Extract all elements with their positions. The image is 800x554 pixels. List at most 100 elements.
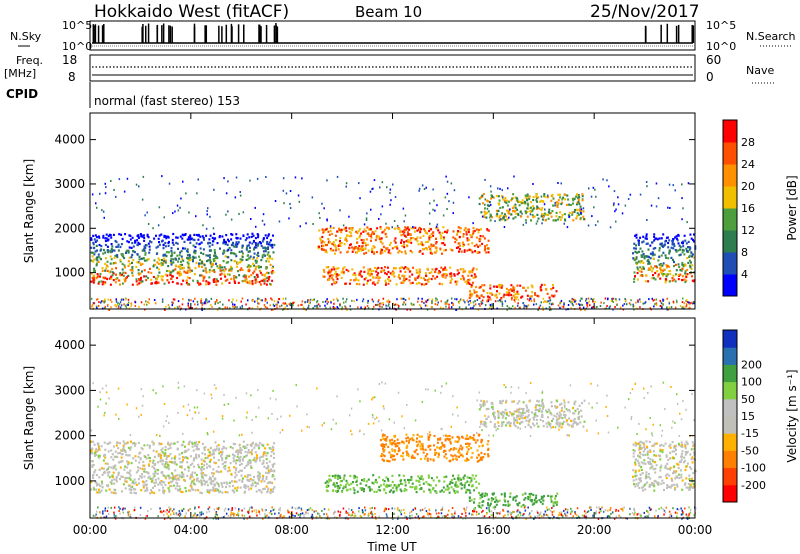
range-cell bbox=[213, 259, 215, 263]
range-cell bbox=[653, 253, 656, 256]
ground-cell bbox=[682, 297, 684, 300]
range-cell bbox=[524, 289, 527, 292]
sparse-cell bbox=[472, 222, 474, 225]
range-cell bbox=[191, 480, 194, 483]
range-cell bbox=[183, 267, 185, 270]
range-cell bbox=[240, 448, 243, 451]
range-cell bbox=[345, 229, 348, 232]
range-cell bbox=[143, 464, 146, 467]
range-cell bbox=[391, 448, 394, 451]
sparse-cell bbox=[261, 219, 264, 222]
ground-cell bbox=[315, 305, 318, 308]
sparse-cell bbox=[507, 187, 509, 190]
range-cell bbox=[108, 270, 111, 273]
range-cell bbox=[230, 267, 233, 270]
range-cell bbox=[407, 454, 410, 458]
range-cell bbox=[382, 230, 385, 233]
range-cell bbox=[504, 417, 507, 420]
range-cell bbox=[247, 460, 250, 463]
range-cell bbox=[348, 483, 351, 487]
range-cell bbox=[167, 244, 170, 247]
range-cell bbox=[576, 208, 579, 211]
range-cell bbox=[518, 200, 521, 203]
nsky-label: N.Sky bbox=[10, 30, 42, 43]
range-cell bbox=[229, 446, 232, 449]
range-cell bbox=[527, 286, 529, 289]
ground-cell bbox=[123, 303, 125, 306]
range-cell bbox=[658, 247, 661, 250]
range-cell bbox=[472, 233, 474, 236]
range-cell bbox=[487, 453, 490, 456]
range-cell bbox=[476, 456, 479, 459]
sparse-cell bbox=[674, 189, 676, 192]
range-cell bbox=[205, 474, 208, 477]
range-cell bbox=[457, 439, 460, 443]
range-cell bbox=[250, 484, 253, 487]
sparse-cell bbox=[645, 181, 648, 183]
range-cell bbox=[147, 463, 150, 466]
range-cell bbox=[165, 255, 168, 258]
range-cell bbox=[188, 253, 191, 256]
range-cell bbox=[530, 206, 532, 209]
range-cell bbox=[635, 236, 638, 239]
range-cell bbox=[415, 479, 418, 482]
range-cell bbox=[378, 238, 381, 241]
range-cell bbox=[138, 242, 141, 246]
range-cell bbox=[424, 448, 427, 451]
range-cell bbox=[437, 455, 440, 459]
range-cell bbox=[445, 457, 448, 460]
range-cell bbox=[246, 281, 249, 284]
range-cell bbox=[221, 485, 224, 488]
range-cell bbox=[235, 241, 238, 244]
range-cell bbox=[142, 257, 145, 260]
range-cell bbox=[172, 261, 175, 264]
sparse-cell bbox=[587, 224, 590, 227]
range-cell bbox=[547, 408, 550, 411]
range-cell bbox=[355, 277, 358, 280]
range-cell bbox=[169, 446, 172, 449]
range-cell bbox=[162, 492, 165, 495]
range-cell bbox=[659, 263, 662, 266]
ground-cell bbox=[585, 299, 587, 302]
range-cell bbox=[251, 484, 254, 487]
range-cell bbox=[143, 470, 146, 473]
range-cell bbox=[333, 268, 336, 271]
sparse-cell bbox=[372, 187, 374, 190]
sparse-cell bbox=[105, 186, 107, 189]
range-cell bbox=[401, 440, 404, 444]
range-cell bbox=[674, 263, 677, 266]
range-cell bbox=[248, 459, 251, 462]
range-cell bbox=[239, 269, 242, 272]
range-cell bbox=[429, 448, 432, 451]
range-cell bbox=[641, 274, 644, 278]
range-cell bbox=[212, 280, 215, 283]
range-cell bbox=[482, 456, 485, 459]
range-cell bbox=[403, 276, 406, 279]
range-cell bbox=[261, 462, 264, 465]
range-cell bbox=[383, 228, 386, 231]
range-cell bbox=[686, 257, 689, 260]
range-cell bbox=[268, 471, 271, 474]
range-cell bbox=[213, 456, 215, 459]
range-cell bbox=[122, 440, 125, 443]
range-cell bbox=[681, 275, 684, 278]
range-cell bbox=[139, 263, 142, 266]
ground-cell bbox=[437, 301, 439, 304]
range-cell bbox=[491, 216, 493, 219]
ground-cell bbox=[231, 301, 233, 304]
range-cell bbox=[270, 468, 273, 471]
ground-cell bbox=[97, 298, 99, 301]
range-cell bbox=[215, 448, 218, 451]
range-cell bbox=[331, 475, 334, 478]
ground-cell bbox=[662, 298, 664, 301]
range-cell bbox=[345, 479, 348, 482]
range-cell bbox=[100, 445, 103, 448]
range-cell bbox=[484, 212, 487, 215]
range-cell bbox=[405, 240, 408, 243]
range-cell bbox=[116, 254, 119, 257]
range-cell bbox=[400, 239, 403, 242]
range-cell bbox=[138, 258, 141, 261]
range-cell bbox=[92, 486, 95, 489]
range-cell bbox=[466, 239, 469, 242]
range-cell bbox=[236, 459, 239, 462]
